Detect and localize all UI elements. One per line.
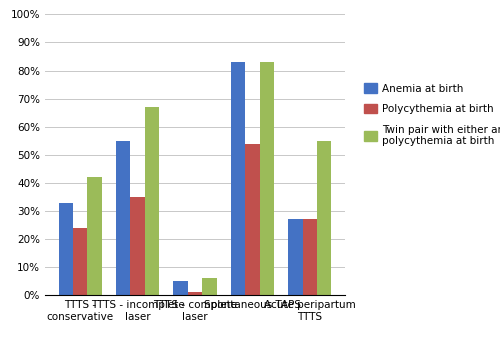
Bar	[130, 197, 145, 295]
Bar	[174, 281, 188, 295]
Bar	[288, 219, 302, 295]
Bar	[73, 228, 88, 295]
Bar	[58, 203, 73, 295]
Bar	[88, 177, 102, 295]
Bar	[231, 62, 245, 295]
Legend: Anemia at birth, Polycythemia at birth, Twin pair with either anemia or
polycyth: Anemia at birth, Polycythemia at birth, …	[362, 81, 500, 148]
Bar	[302, 219, 317, 295]
Bar	[245, 144, 260, 295]
Bar	[260, 62, 274, 295]
Bar	[188, 292, 202, 295]
Bar	[145, 107, 159, 295]
Bar	[202, 278, 216, 295]
Bar	[317, 141, 332, 295]
Bar	[116, 141, 130, 295]
